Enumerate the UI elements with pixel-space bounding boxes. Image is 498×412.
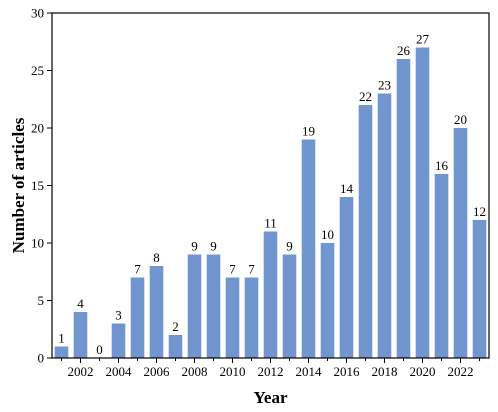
- data-label-2012: 11: [264, 216, 277, 231]
- bar-2019: [396, 59, 411, 358]
- bar-2004: [111, 323, 126, 358]
- x-tick-label-2008: 2008: [182, 364, 208, 379]
- bar-2013: [282, 254, 297, 358]
- y-tick-label: 10: [31, 236, 44, 251]
- bar-2022: [453, 128, 468, 358]
- x-tick-label-2022: 2022: [448, 364, 474, 379]
- y-tick-label: 15: [31, 178, 44, 193]
- data-label-2019: 26: [397, 43, 411, 58]
- data-label-2011: 7: [248, 262, 255, 277]
- x-tick-label-2004: 2004: [106, 364, 133, 379]
- bar-2010: [225, 277, 240, 358]
- y-tick-label: 20: [31, 121, 44, 136]
- data-label-2017: 22: [359, 89, 372, 104]
- data-label-2023: 12: [473, 204, 486, 219]
- bar-2001: [54, 346, 69, 358]
- bars-group: [54, 47, 487, 358]
- data-label-2004: 3: [115, 308, 122, 323]
- data-label-2016: 14: [340, 181, 354, 196]
- bar-2002: [73, 312, 88, 358]
- x-tick-label-2010: 2010: [220, 364, 246, 379]
- data-label-2006: 8: [153, 250, 160, 265]
- bar-2007: [168, 335, 183, 358]
- bar-2023: [472, 220, 487, 358]
- bar-2017: [358, 105, 373, 358]
- data-label-2003: 0: [96, 342, 103, 357]
- x-tick-label-2016: 2016: [334, 364, 361, 379]
- bar-2008: [187, 254, 202, 358]
- bar-2012: [263, 231, 278, 358]
- bar-2011: [244, 277, 259, 358]
- y-tick-label: 5: [38, 293, 45, 308]
- data-label-2013: 9: [286, 239, 293, 254]
- data-label-2005: 7: [134, 262, 141, 277]
- x-tick-label-2002: 2002: [68, 364, 94, 379]
- bar-2009: [206, 254, 221, 358]
- data-label-2010: 7: [229, 262, 236, 277]
- data-label-2021: 16: [435, 158, 449, 173]
- data-label-2001: 1: [58, 331, 65, 346]
- data-label-2020: 27: [416, 32, 430, 47]
- bar-2020: [415, 47, 430, 358]
- bar-2018: [377, 93, 392, 358]
- y-tick-label: 0: [38, 351, 45, 366]
- bar-2021: [434, 174, 449, 358]
- data-label-2015: 10: [321, 227, 334, 242]
- x-tick-label-2014: 2014: [296, 364, 323, 379]
- y-axis-ticks: 0 5 10 15 20 25 30: [31, 6, 52, 366]
- x-axis-ticks: 2002 2004 2006 2008 2010 2012 2014 2016 2018 2020…: [61, 358, 480, 379]
- data-label-2018: 23: [378, 78, 391, 93]
- data-label-2014: 19: [302, 124, 315, 139]
- data-label-2002: 4: [77, 296, 84, 311]
- data-label-2008: 9: [191, 239, 198, 254]
- x-tick-label-2006: 2006: [144, 364, 171, 379]
- bar-2016: [339, 197, 354, 358]
- data-label-2022: 20: [454, 112, 467, 127]
- x-tick-label-2018: 2018: [372, 364, 398, 379]
- x-tick-label-2020: 2020: [410, 364, 436, 379]
- y-tick-label: 30: [31, 6, 44, 21]
- bar-2015: [320, 243, 335, 358]
- y-axis-title: Number of articles: [9, 117, 28, 253]
- bar-2005: [130, 277, 145, 358]
- x-axis-title: Year: [254, 388, 288, 407]
- bar-2006: [149, 266, 164, 358]
- data-label-2007: 2: [172, 319, 179, 334]
- bar-2014: [301, 139, 316, 358]
- data-label-2009: 9: [210, 239, 217, 254]
- x-tick-label-2012: 2012: [258, 364, 284, 379]
- y-tick-label: 25: [31, 63, 44, 78]
